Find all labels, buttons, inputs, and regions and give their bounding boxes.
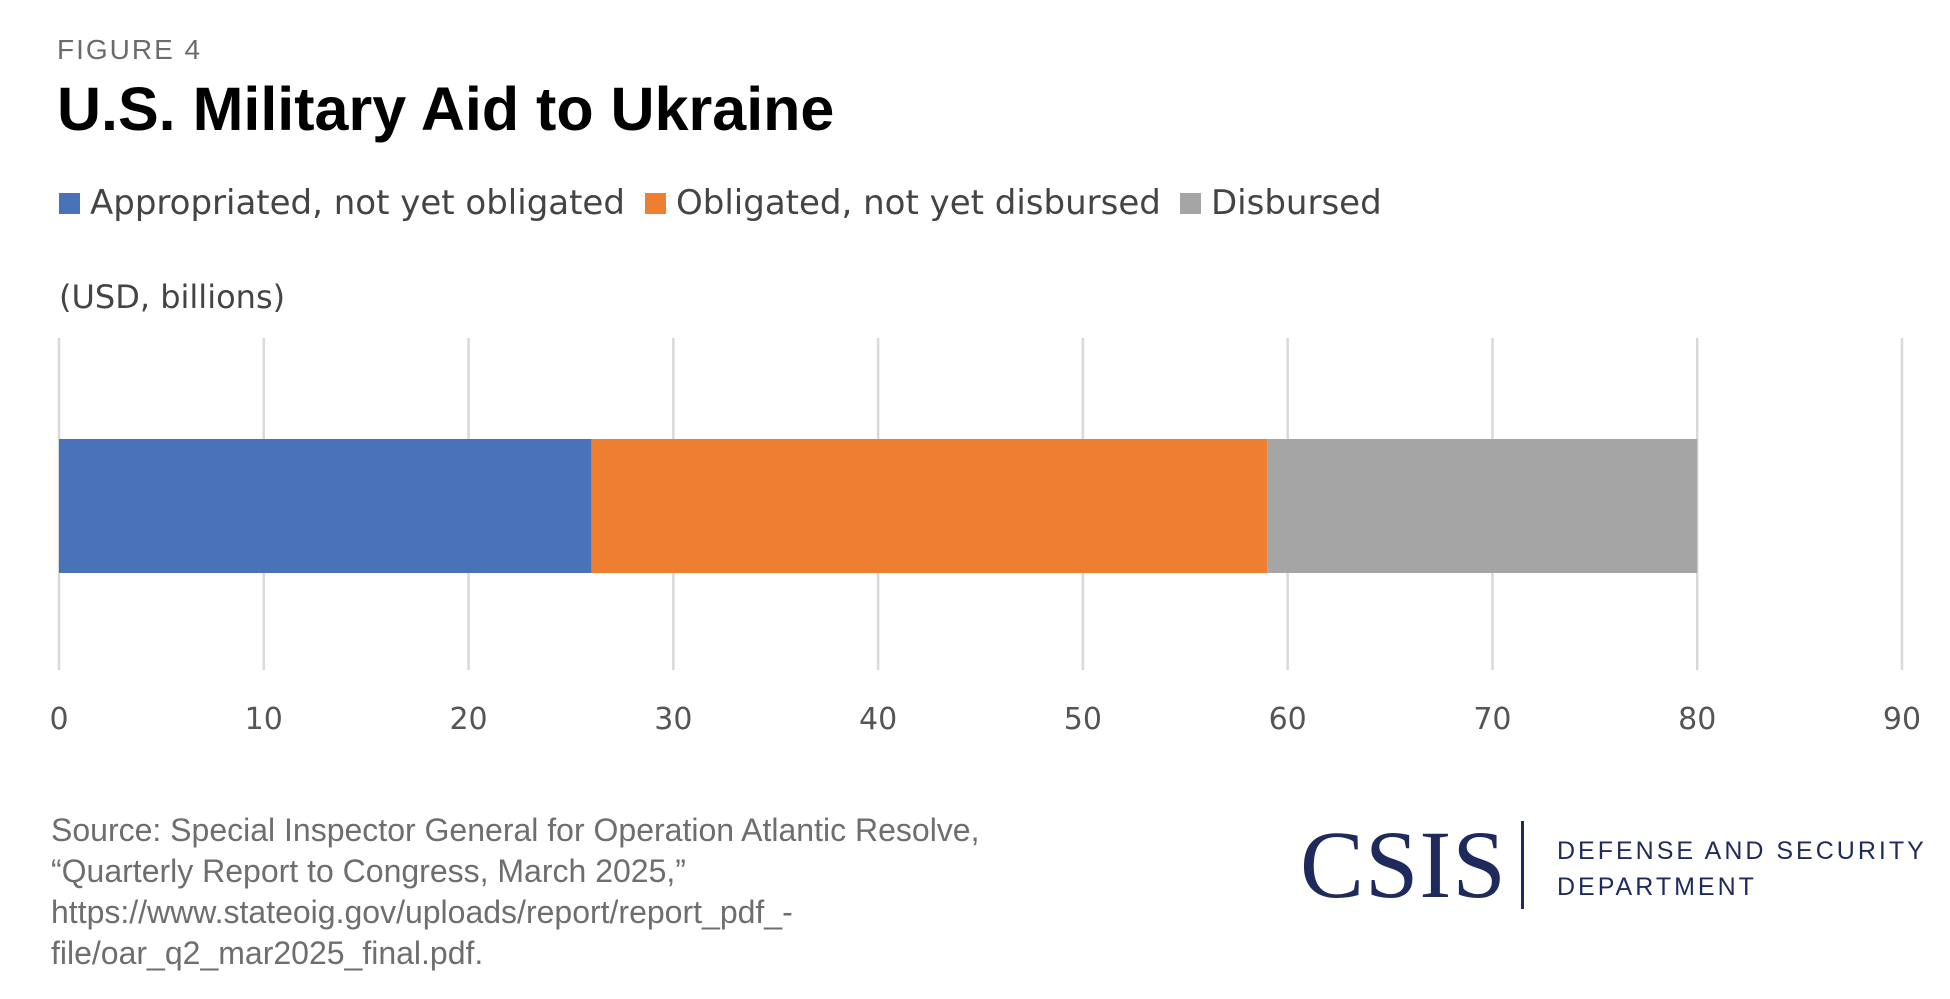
x-tick-label-90: 90 (1883, 702, 1921, 737)
source-note: Source: Special Inspector General for Op… (51, 812, 980, 971)
x-tick-label-0: 0 (49, 702, 68, 737)
bars (59, 439, 1698, 573)
x-tick-label-10: 10 (245, 702, 283, 737)
legend-item-disbursed: Disbursed (1180, 183, 1382, 223)
legend-swatch-disbursed (1180, 192, 1201, 214)
logo-divider (1521, 821, 1524, 909)
legend-label-appropriated: Appropriated, not yet obligated (90, 183, 625, 223)
logo-wordmark: CSIS (1300, 811, 1507, 918)
legend-swatch-appropriated (59, 192, 80, 214)
legend-swatch-obligated (645, 192, 666, 214)
x-tick-label-60: 60 (1269, 702, 1307, 737)
legend-label-obligated: Obligated, not yet disbursed (676, 183, 1161, 223)
legend-item-obligated: Obligated, not yet disbursed (645, 183, 1161, 223)
x-tick-label-80: 80 (1678, 702, 1716, 737)
x-tick-label-70: 70 (1473, 702, 1511, 737)
bar-segment-disbursed (1267, 439, 1698, 573)
x-tick-label-20: 20 (449, 702, 487, 737)
logo-department: DEFENSE AND SECURITY DEPARTMENT (1557, 833, 1927, 905)
bar-chart: 0 10 20 30 40 50 60 70 80 90 (49, 338, 1921, 737)
x-tick-label-50: 50 (1064, 702, 1102, 737)
logo-department-line1: DEFENSE AND SECURITY (1557, 837, 1927, 865)
legend-label-disbursed: Disbursed (1211, 183, 1382, 223)
unit-label: (USD, billions) (59, 278, 286, 316)
logo-department-line2: DEPARTMENT (1557, 873, 1757, 901)
figure-label: FIGURE 4 (57, 34, 203, 65)
csis-logo: CSIS DEFENSE AND SECURITY DEPARTMENT (1300, 815, 1940, 915)
chart-title: U.S. Military Aid to Ukraine (57, 75, 835, 143)
bar-segment-appropriated (59, 439, 592, 573)
bar-segment-obligated (591, 439, 1268, 573)
legend-item-appropriated: Appropriated, not yet obligated (59, 183, 625, 223)
x-axis-ticks: 0 10 20 30 40 50 60 70 80 90 (49, 702, 1921, 737)
x-tick-label-30: 30 (654, 702, 692, 737)
x-tick-label-40: 40 (859, 702, 897, 737)
